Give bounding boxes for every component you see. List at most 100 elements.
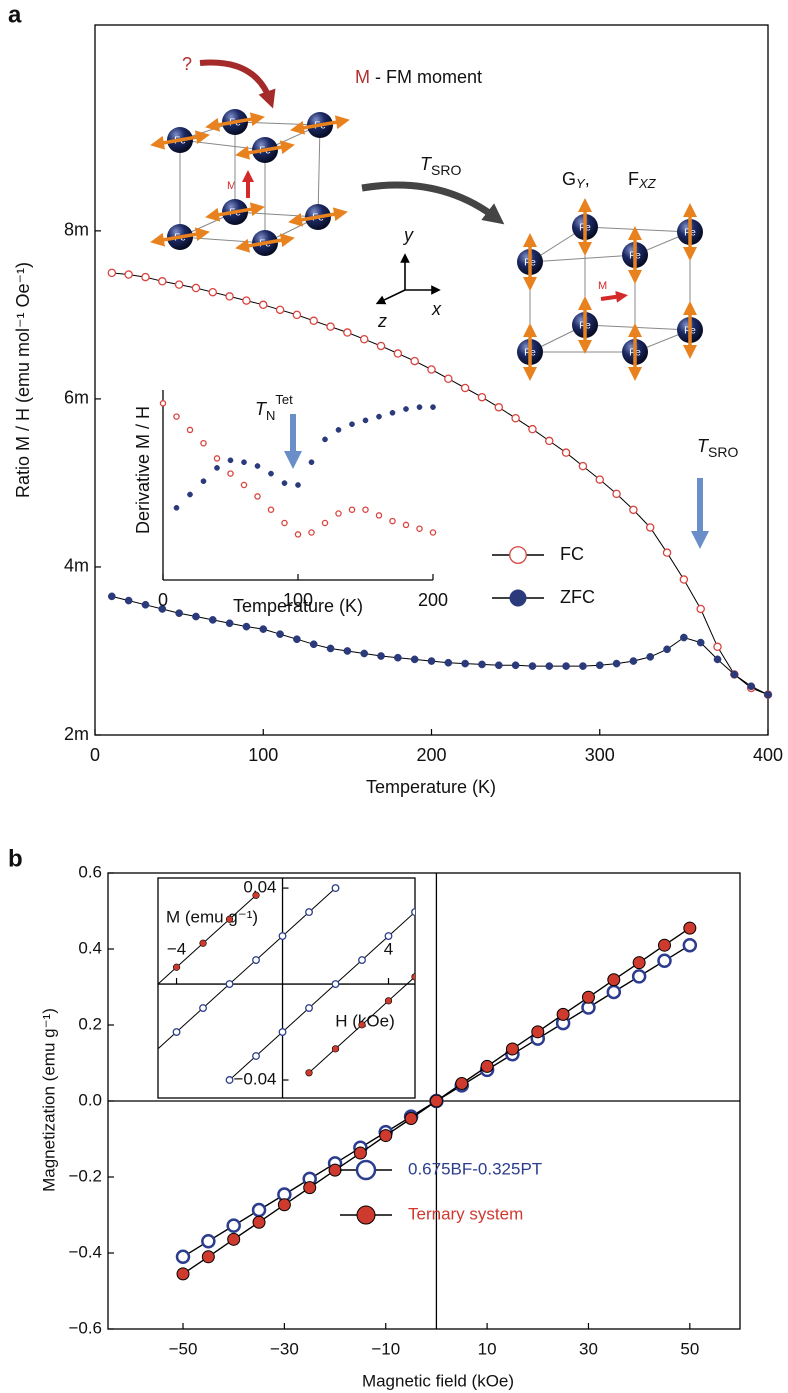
x-tick-label: −4	[167, 940, 186, 959]
marker	[275, 305, 285, 315]
annotation-symbol: T	[697, 436, 710, 456]
annotation-superscript: Tet	[275, 392, 293, 407]
marker	[276, 630, 284, 639]
marker	[509, 546, 527, 564]
marker	[595, 475, 605, 484]
plot-frame	[94, 24, 769, 736]
marker	[147, 988, 154, 995]
y-tick-label: 0.4	[78, 938, 102, 957]
x-tick-label: 100	[283, 590, 313, 610]
y-axis-label: Magnetization (emu g⁻¹)	[39, 1008, 58, 1192]
x-tick-label: 0	[90, 745, 100, 765]
marker	[764, 690, 772, 699]
x-tick-label: 4	[384, 940, 393, 959]
x-axis-label: Temperature (K)	[366, 777, 496, 797]
marker	[199, 1004, 207, 1012]
y-tick-label: 4m	[64, 556, 89, 576]
plot-data	[107, 268, 773, 699]
marker	[682, 937, 698, 953]
marker	[561, 448, 571, 457]
marker	[657, 953, 672, 969]
marker	[429, 529, 437, 536]
spin-arrow	[150, 130, 210, 150]
marker	[403, 406, 409, 412]
marker	[201, 1250, 215, 1264]
phase-symbol: F	[628, 169, 639, 189]
marker	[410, 655, 419, 664]
marker	[158, 605, 167, 613]
marker	[226, 1218, 241, 1233]
marker	[141, 272, 150, 282]
marker	[713, 655, 722, 664]
moment-symbol: M	[227, 180, 236, 192]
marker	[326, 644, 335, 653]
marker	[292, 310, 302, 320]
question-mark: ?	[182, 54, 192, 74]
marker	[393, 349, 403, 358]
marker	[477, 392, 487, 402]
panel-label: a	[8, 1, 22, 28]
marker	[348, 506, 356, 513]
x-axis-label: H (kOe)	[335, 1011, 395, 1030]
y-tick-label: 0.0	[78, 1090, 102, 1109]
marker	[662, 548, 672, 557]
marker	[294, 531, 302, 538]
moment-text: - FM moment	[370, 67, 482, 87]
marker	[308, 529, 315, 536]
marker	[225, 292, 234, 301]
marker	[427, 365, 436, 374]
marker	[305, 1069, 313, 1077]
marker	[657, 938, 671, 952]
marker	[187, 491, 193, 498]
y-tick-label: −0.6	[68, 1318, 102, 1337]
marker	[252, 1052, 260, 1060]
marker	[241, 459, 247, 466]
transition-label: TSRO	[420, 154, 461, 178]
spin-arrow	[290, 115, 350, 135]
series-line	[229, 911, 415, 1081]
x-tick-label: 200	[416, 745, 446, 765]
marker	[646, 653, 655, 661]
plot-data	[175, 921, 698, 1281]
marker	[430, 404, 436, 410]
marker	[683, 921, 697, 935]
marker	[713, 642, 722, 652]
marker	[444, 658, 453, 667]
marker	[267, 506, 275, 513]
marker	[214, 465, 220, 471]
moment-label: M - FM moment	[355, 67, 482, 87]
transition-subscript: SRO	[431, 162, 461, 178]
marker	[696, 604, 705, 614]
marker	[376, 341, 386, 351]
marker	[629, 657, 638, 665]
phase-separator: ,	[585, 169, 590, 189]
marker	[303, 1181, 317, 1195]
marker	[404, 1111, 418, 1125]
marker	[461, 659, 469, 668]
annotation-symbol: T	[255, 399, 268, 419]
marker	[455, 1077, 469, 1091]
marker	[252, 891, 260, 899]
annotation: TNTet	[255, 392, 293, 423]
y-axis-label: Derivative M / H	[133, 406, 153, 534]
marker	[509, 589, 527, 607]
marker	[277, 1198, 291, 1212]
marker	[376, 413, 382, 420]
marker	[362, 506, 369, 513]
marker	[377, 652, 385, 660]
marker	[343, 647, 352, 655]
marker	[308, 459, 315, 466]
marker	[175, 1249, 191, 1265]
marker	[581, 990, 595, 1004]
marker	[242, 296, 251, 305]
marker	[254, 463, 261, 469]
marker	[278, 1028, 287, 1036]
marker	[295, 482, 301, 488]
plot-data	[159, 400, 437, 538]
x-tick-label: 50	[680, 1339, 699, 1358]
series-line	[111, 272, 769, 696]
marker	[607, 973, 621, 987]
moment-symbol: M	[598, 280, 607, 292]
marker	[305, 908, 313, 917]
marker	[124, 596, 133, 605]
